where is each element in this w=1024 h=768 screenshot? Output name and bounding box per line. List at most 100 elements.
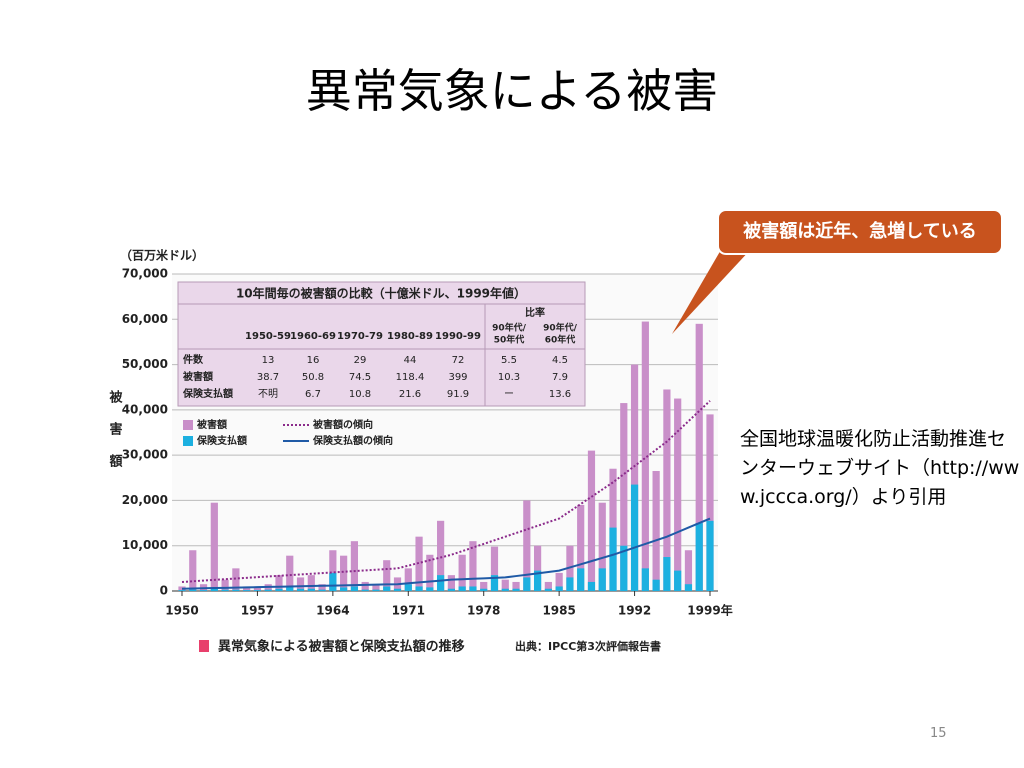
bar (523, 577, 531, 591)
bar (243, 586, 251, 591)
table-column-header: 60年代 (545, 334, 576, 346)
bar (178, 590, 186, 591)
x-tick-label: 1971 (392, 604, 425, 618)
y-tick-label: 60,000 (122, 312, 168, 326)
bar (566, 577, 574, 591)
bar (232, 589, 240, 591)
bar (641, 321, 649, 591)
bar (577, 504, 585, 591)
bar (641, 568, 649, 591)
bar (706, 520, 714, 591)
y-axis-label: 額 (108, 454, 122, 470)
table-cell: 6.7 (305, 389, 321, 400)
bar (340, 587, 348, 591)
bar (609, 527, 617, 591)
legend-label: 保険支払額の傾向 (312, 434, 393, 447)
bar (318, 584, 326, 591)
bar (275, 588, 283, 591)
bar (652, 579, 660, 591)
bar (480, 588, 488, 591)
table-cell: 5.5 (501, 355, 517, 366)
x-tick-label: 1999年 (687, 603, 732, 618)
bar (587, 581, 596, 591)
bar (253, 586, 262, 591)
bar (555, 586, 563, 591)
x-tick-label: 1978 (467, 604, 500, 618)
slide-title: 異常気象による被害 (305, 64, 719, 118)
bar (695, 323, 703, 591)
bar (361, 589, 369, 591)
bar (415, 586, 423, 591)
y-tick-label: 70,000 (122, 267, 168, 281)
trend-line (181, 400, 711, 583)
table-column-header: 1970-79 (337, 331, 383, 342)
trend-line (181, 517, 711, 590)
bar (620, 545, 628, 591)
bar (684, 550, 693, 591)
bar (361, 581, 369, 591)
bar (533, 545, 542, 591)
x-tick-label: 1957 (241, 604, 274, 618)
bar (458, 554, 466, 591)
bar (243, 590, 251, 591)
table-column-header: 1950-59 (245, 331, 291, 342)
bar (307, 575, 315, 591)
bar (350, 586, 359, 591)
bar (426, 587, 434, 591)
bar (340, 555, 348, 591)
bar (555, 572, 563, 591)
bar (480, 581, 488, 591)
table-cell: 7.9 (552, 372, 568, 383)
legend-label: 保険支払額 (196, 434, 247, 447)
table-cell: 4.5 (552, 355, 568, 366)
table-bg (177, 281, 586, 407)
bar (253, 590, 262, 591)
callout-pointer (672, 248, 752, 334)
bar (329, 550, 337, 591)
bar (189, 589, 197, 591)
bar (437, 520, 445, 591)
bar (221, 589, 229, 591)
table-row-label: 被害額 (183, 370, 213, 383)
bar (598, 568, 606, 591)
bar (512, 581, 520, 591)
table-row-label: 保険支払額 (182, 387, 233, 400)
bar (652, 470, 660, 591)
bar (684, 584, 693, 591)
table-cell: ー (504, 389, 514, 400)
bar (329, 572, 337, 591)
table-cell: 10.3 (498, 372, 520, 383)
bar (630, 364, 639, 591)
bar (426, 554, 434, 591)
bar (695, 523, 703, 591)
table-column-header: 1990-99 (435, 331, 481, 342)
table-cell: 118.4 (396, 372, 425, 383)
source-note: 全国地球温暖化防止活動推進センターウェブサイト（http://www.jccca… (740, 428, 1020, 508)
legend-swatch (183, 436, 193, 446)
bar (372, 584, 380, 591)
y-tick-label: 20,000 (122, 493, 168, 507)
bar (275, 575, 283, 591)
legend-swatch (183, 420, 193, 430)
chart-caption: 異常気象による被害額と保険支払額の推移 (218, 639, 465, 655)
x-tick-label: 1950 (165, 604, 198, 618)
y-tick-label: 40,000 (122, 402, 168, 416)
table-cell: 13.6 (549, 389, 571, 400)
bar (286, 587, 294, 591)
bar (458, 586, 466, 591)
bar (469, 586, 477, 591)
table-cell: 399 (448, 372, 467, 383)
bar (587, 450, 596, 591)
y-tick-label: 30,000 (122, 448, 168, 462)
bar (437, 575, 445, 591)
bar (232, 568, 240, 591)
table-cell: 21.6 (399, 389, 421, 400)
y-axis-label: 被 (108, 390, 123, 406)
table-column-header: 1960-69 (290, 331, 336, 342)
bar (674, 398, 682, 591)
bar (307, 588, 315, 591)
bar (706, 414, 714, 591)
bar (620, 403, 628, 591)
